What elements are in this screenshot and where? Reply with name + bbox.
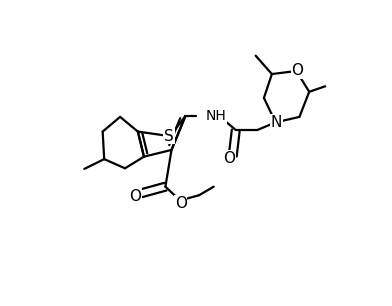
Text: NH: NH [205,109,226,123]
Text: O: O [292,63,303,79]
Text: S: S [164,129,174,144]
Text: O: O [175,196,187,211]
Text: N: N [270,115,282,130]
Text: O: O [129,189,141,204]
Text: O: O [223,151,235,166]
